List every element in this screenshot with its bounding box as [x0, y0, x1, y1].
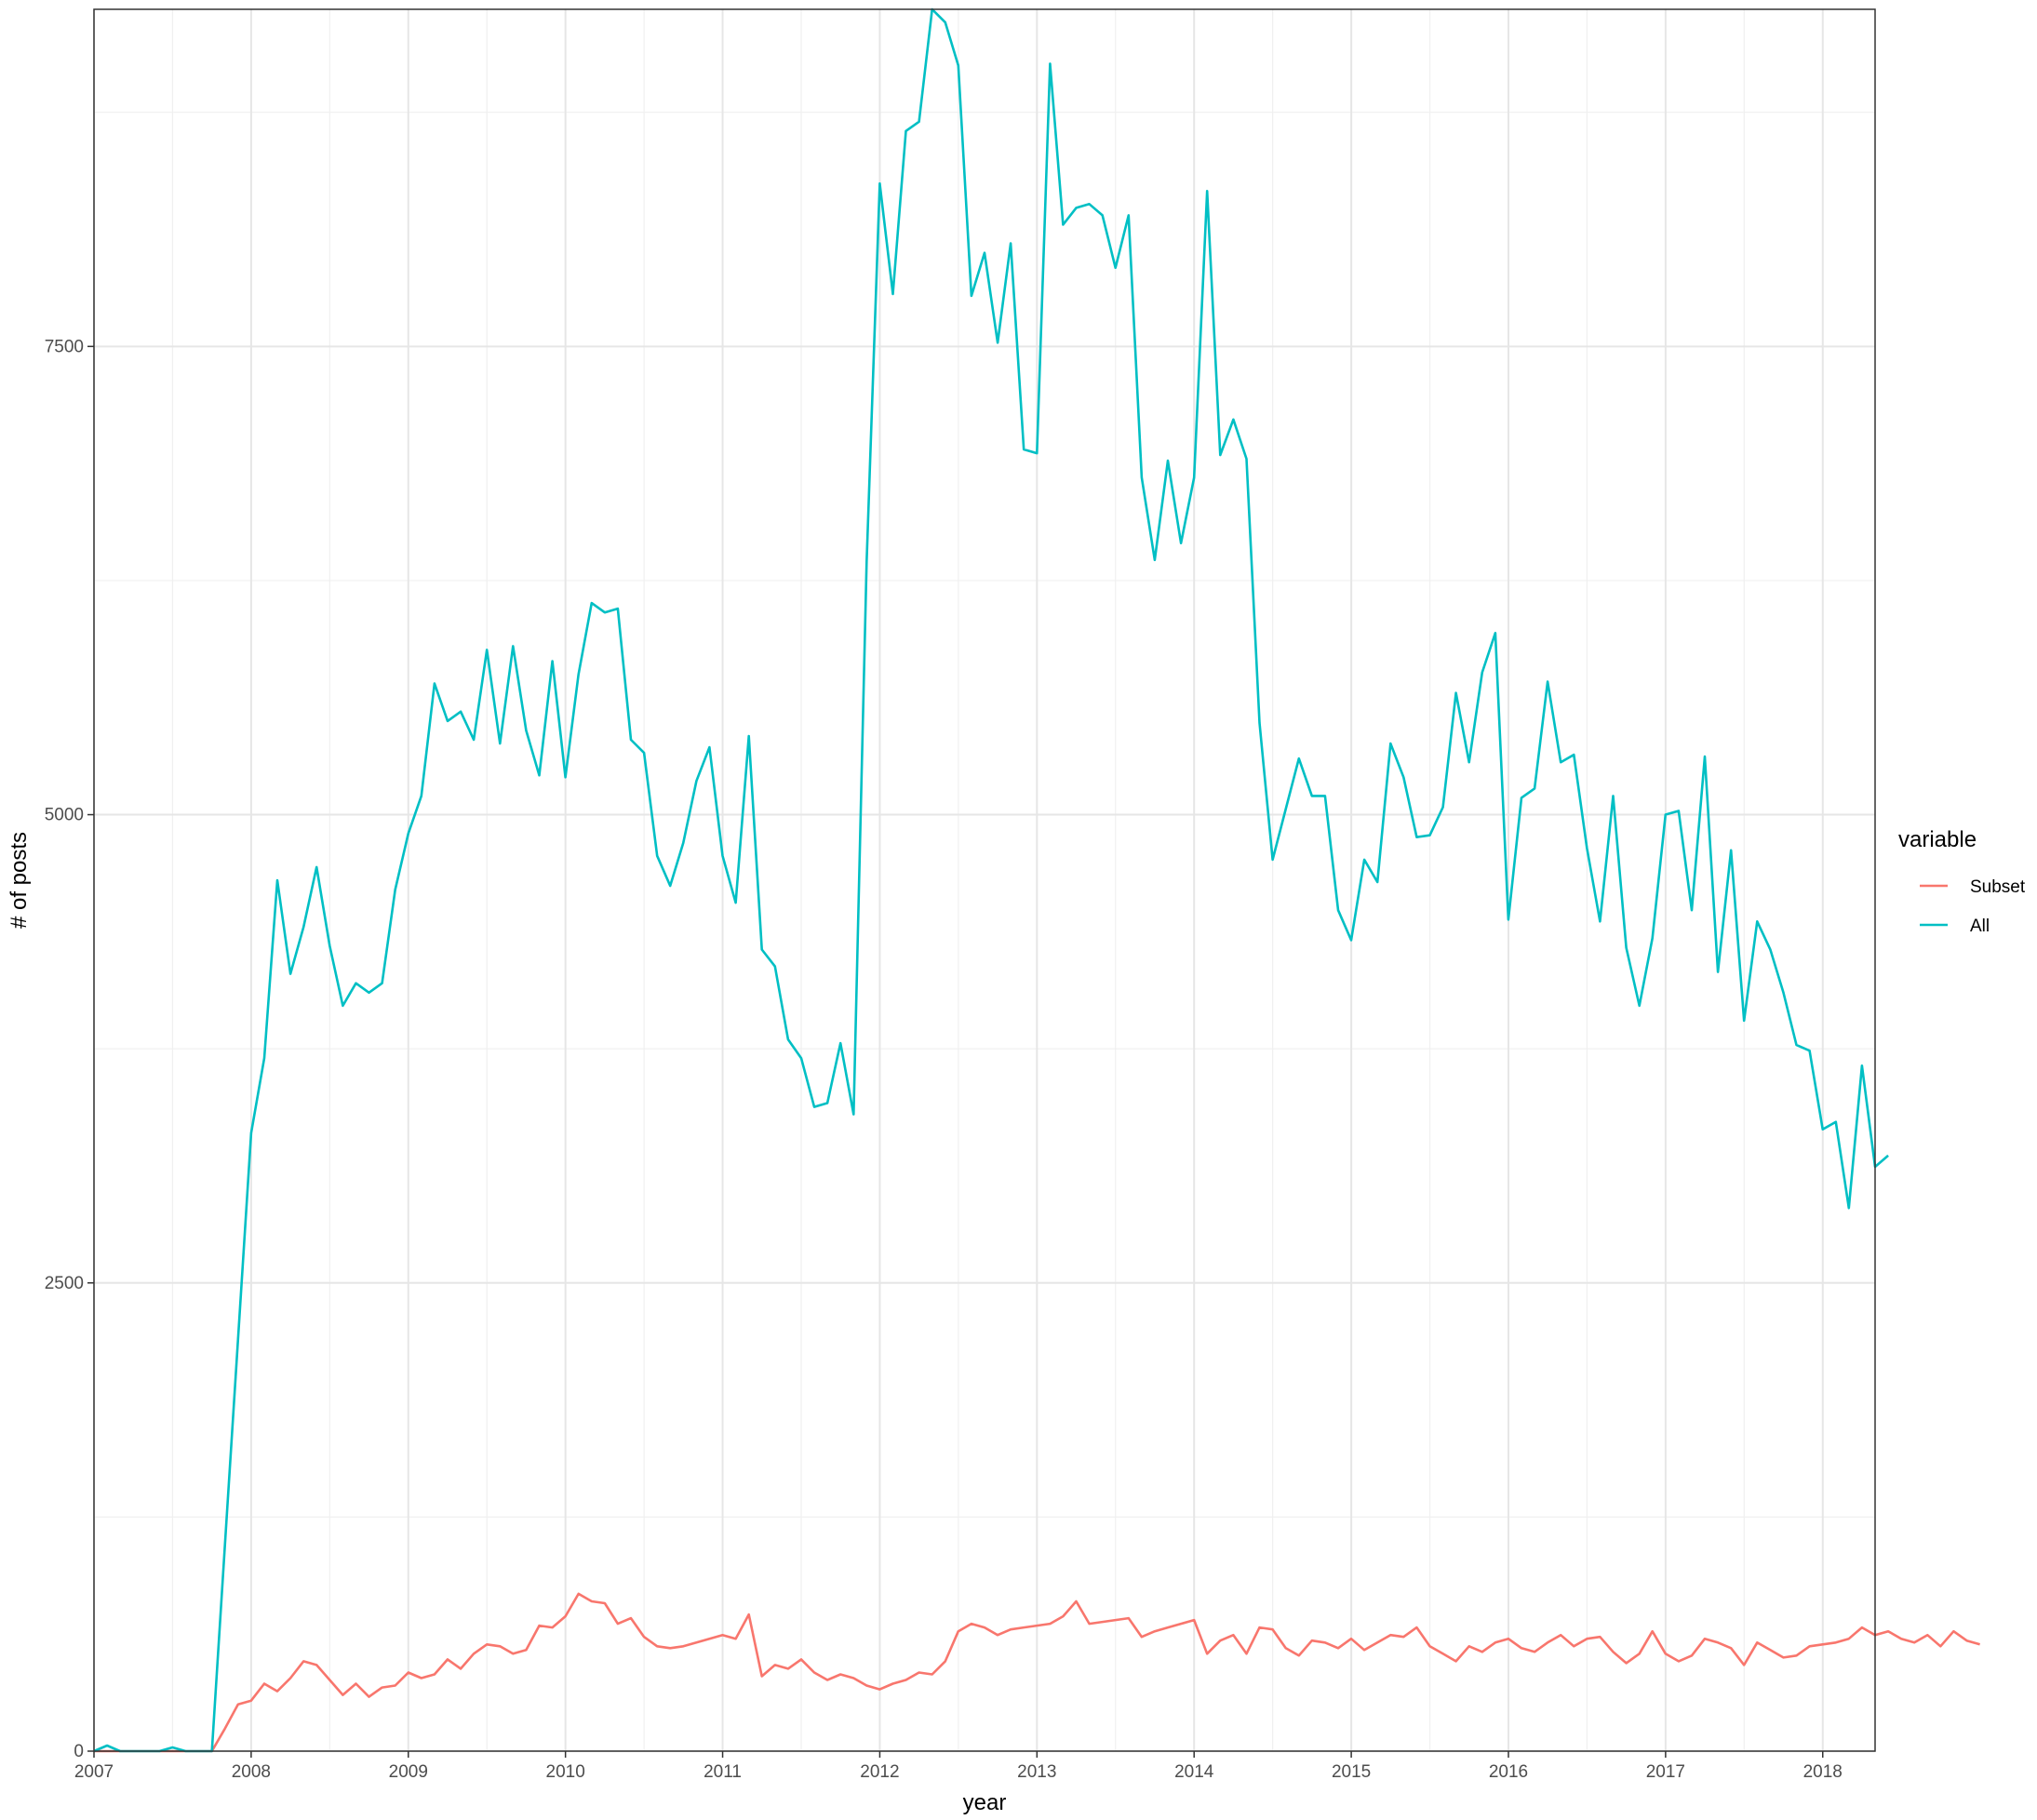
x-tick-label: 2014 [1174, 1762, 1214, 1782]
x-axis: 2007 2008 2009 2010 2011 2012 2013 2014 2015 2016… [74, 1751, 1843, 1782]
x-axis-title: year [963, 1790, 1007, 1815]
y-tick-label: 2500 [45, 1274, 84, 1293]
x-tick-label: 2016 [1489, 1762, 1528, 1782]
x-tick-label: 2018 [1803, 1762, 1843, 1782]
y-tick-label: 0 [74, 1742, 84, 1761]
y-axis-title: # of posts [7, 832, 32, 929]
y-tick-label: 5000 [45, 806, 84, 825]
y-tick-label: 7500 [45, 337, 84, 356]
legend-items: Subset All [1920, 877, 2026, 936]
series-line-all [93, 7, 1889, 1753]
legend-label-subset: Subset [1970, 877, 2026, 897]
minor-gridlines [94, 9, 1875, 1751]
x-tick-label: 2010 [546, 1762, 585, 1782]
x-tick-label: 2009 [389, 1762, 428, 1782]
series-lines [93, 7, 1980, 1753]
legend-label-all: All [1970, 917, 1990, 936]
plot-panel-border [93, 8, 1876, 1752]
x-tick-label: 2017 [1646, 1762, 1685, 1782]
major-gridlines [93, 9, 1875, 1752]
series-line-subset [94, 1592, 1980, 1753]
legend: variable Subset All [1898, 827, 2026, 936]
x-tick-label: 2013 [1017, 1762, 1056, 1782]
x-tick-label: 2012 [860, 1762, 899, 1782]
x-tick-label: 2008 [232, 1762, 271, 1782]
x-tick-label: 2011 [704, 1762, 742, 1782]
plot-panel-background [94, 9, 1875, 1751]
legend-title: variable [1898, 827, 1977, 852]
x-tick-label: 2007 [74, 1762, 114, 1782]
y-axis: 0 2500 5000 7500 [45, 337, 94, 1761]
x-tick-label: 2015 [1332, 1762, 1371, 1782]
